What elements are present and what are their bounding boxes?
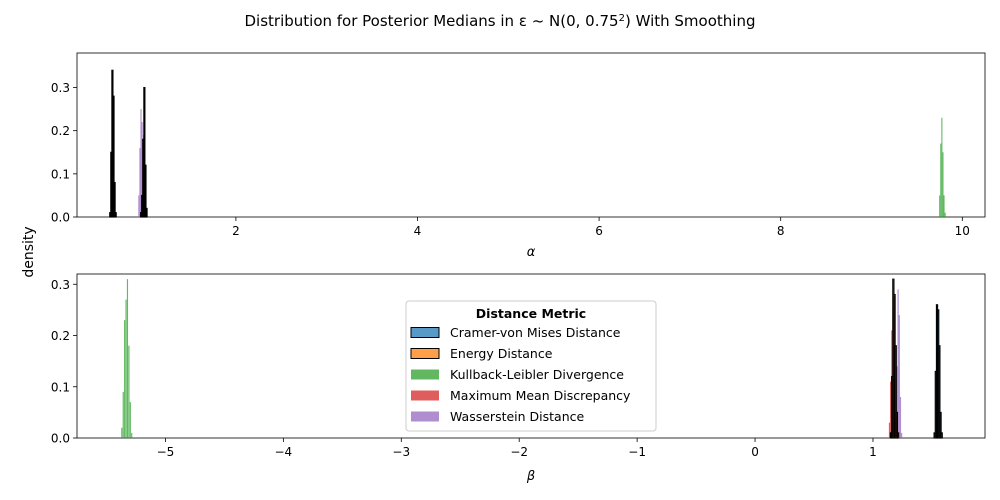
histogram-bar: [129, 402, 131, 439]
histogram-bar: [145, 207, 148, 218]
histogram-bar: [122, 391, 124, 439]
x-tick-label: 0: [751, 445, 759, 459]
legend-swatch: [410, 348, 440, 359]
histogram-bar: [940, 432, 943, 439]
histogram-bar: [114, 212, 117, 218]
histogram-bar: [895, 411, 899, 439]
histogram-bar: [940, 143, 942, 217]
series-kullback-leibler-divergence: [939, 117, 946, 217]
legend-swatch: [410, 327, 440, 338]
histogram-bar: [897, 289, 899, 439]
y-tick-label: 0.1: [51, 167, 70, 181]
y-tick-label: 0.3: [51, 81, 70, 95]
histogram-bar: [113, 181, 116, 218]
x-tick-label: −5: [157, 445, 175, 459]
x-tick-label: −2: [510, 445, 528, 459]
x-tick-label: 1: [869, 445, 877, 459]
figure-title: Distribution for Posterior Medians in ε …: [245, 12, 756, 30]
histogram-bar: [131, 432, 133, 439]
shared-ylabel: density: [21, 226, 37, 277]
legend-swatch: [411, 369, 439, 380]
series-kullback-leibler-divergence: [121, 279, 133, 439]
histogram-bar: [890, 381, 892, 439]
legend-label: Cramer-von Mises Distance: [450, 325, 621, 340]
histogram-bar: [896, 366, 898, 438]
x-tick-label: 2: [232, 224, 240, 238]
series-energy-distance: [889, 278, 900, 439]
x-tick-label: 10: [955, 224, 970, 238]
series-cramer-von-mises-distance: [109, 69, 117, 218]
legend-label: Maximum Mean Discrepancy: [450, 388, 631, 403]
histogram-bar: [140, 109, 142, 217]
y-tick-label: 0.2: [51, 124, 70, 138]
y-tick-label: 0.0: [51, 432, 70, 446]
y-tick-label: 0.1: [51, 380, 70, 394]
histogram-bar: [124, 320, 126, 439]
y-tick-label: 0.0: [51, 211, 70, 225]
legend-swatch: [411, 411, 439, 422]
histogram-bar: [896, 432, 900, 439]
x-tick-label: −3: [392, 445, 410, 459]
histogram-bar: [125, 299, 127, 439]
x-tick-label: −4: [275, 445, 293, 459]
beta-xlabel: β: [526, 469, 535, 484]
histogram-bar: [941, 117, 943, 217]
x-tick-label: 8: [777, 224, 785, 238]
legend-label: Energy Distance: [450, 346, 553, 361]
alpha-xlabel: α: [527, 245, 536, 260]
legend-swatch: [411, 390, 439, 401]
legend-label: Wasserstein Distance: [450, 409, 585, 424]
x-tick-label: 6: [595, 224, 603, 238]
histogram-bar: [128, 345, 130, 438]
histogram-bar: [899, 397, 902, 438]
histogram-bar: [121, 427, 123, 438]
alpha-panel: 2 4 6 8 10 0.0 0.1 0.2 0.3 α: [51, 52, 986, 260]
histogram-bar: [139, 147, 141, 217]
legend-title: Distance Metric: [476, 306, 586, 321]
legend: Distance Metric Cramer-von Mises Distanc…: [405, 300, 657, 432]
y-tick-label: 0.3: [51, 278, 70, 292]
histogram-bar: [938, 345, 941, 439]
histogram-bar: [942, 152, 944, 217]
legend-frame: [405, 300, 657, 432]
histogram-bar: [888, 422, 891, 439]
histogram-bar: [944, 212, 946, 217]
alpha-plot-area: [76, 52, 986, 218]
series-cramer-von-mises-distance: [933, 304, 943, 439]
series-energy-distance: [140, 86, 148, 218]
histogram-bar: [901, 432, 903, 439]
x-tick-label: 4: [414, 224, 422, 238]
legend-label: Kullback-Leibler Divergence: [450, 367, 624, 382]
histogram-bar: [939, 195, 941, 217]
histogram-bar: [894, 345, 897, 439]
histogram-bar: [943, 195, 945, 217]
beta-plot-area: [76, 273, 986, 439]
histogram-bar: [939, 411, 942, 439]
beta-panel: −5 −4 −3 −2 −1 0 1 0.0 0.1 0.2 0.3 β: [51, 273, 986, 484]
histogram-bar: [898, 315, 900, 438]
histogram-bar: [141, 122, 143, 217]
histogram-bar: [138, 195, 140, 217]
y-tick-label: 0.2: [51, 329, 70, 343]
x-tick-label: −1: [628, 445, 646, 459]
histogram-bar: [126, 279, 129, 439]
